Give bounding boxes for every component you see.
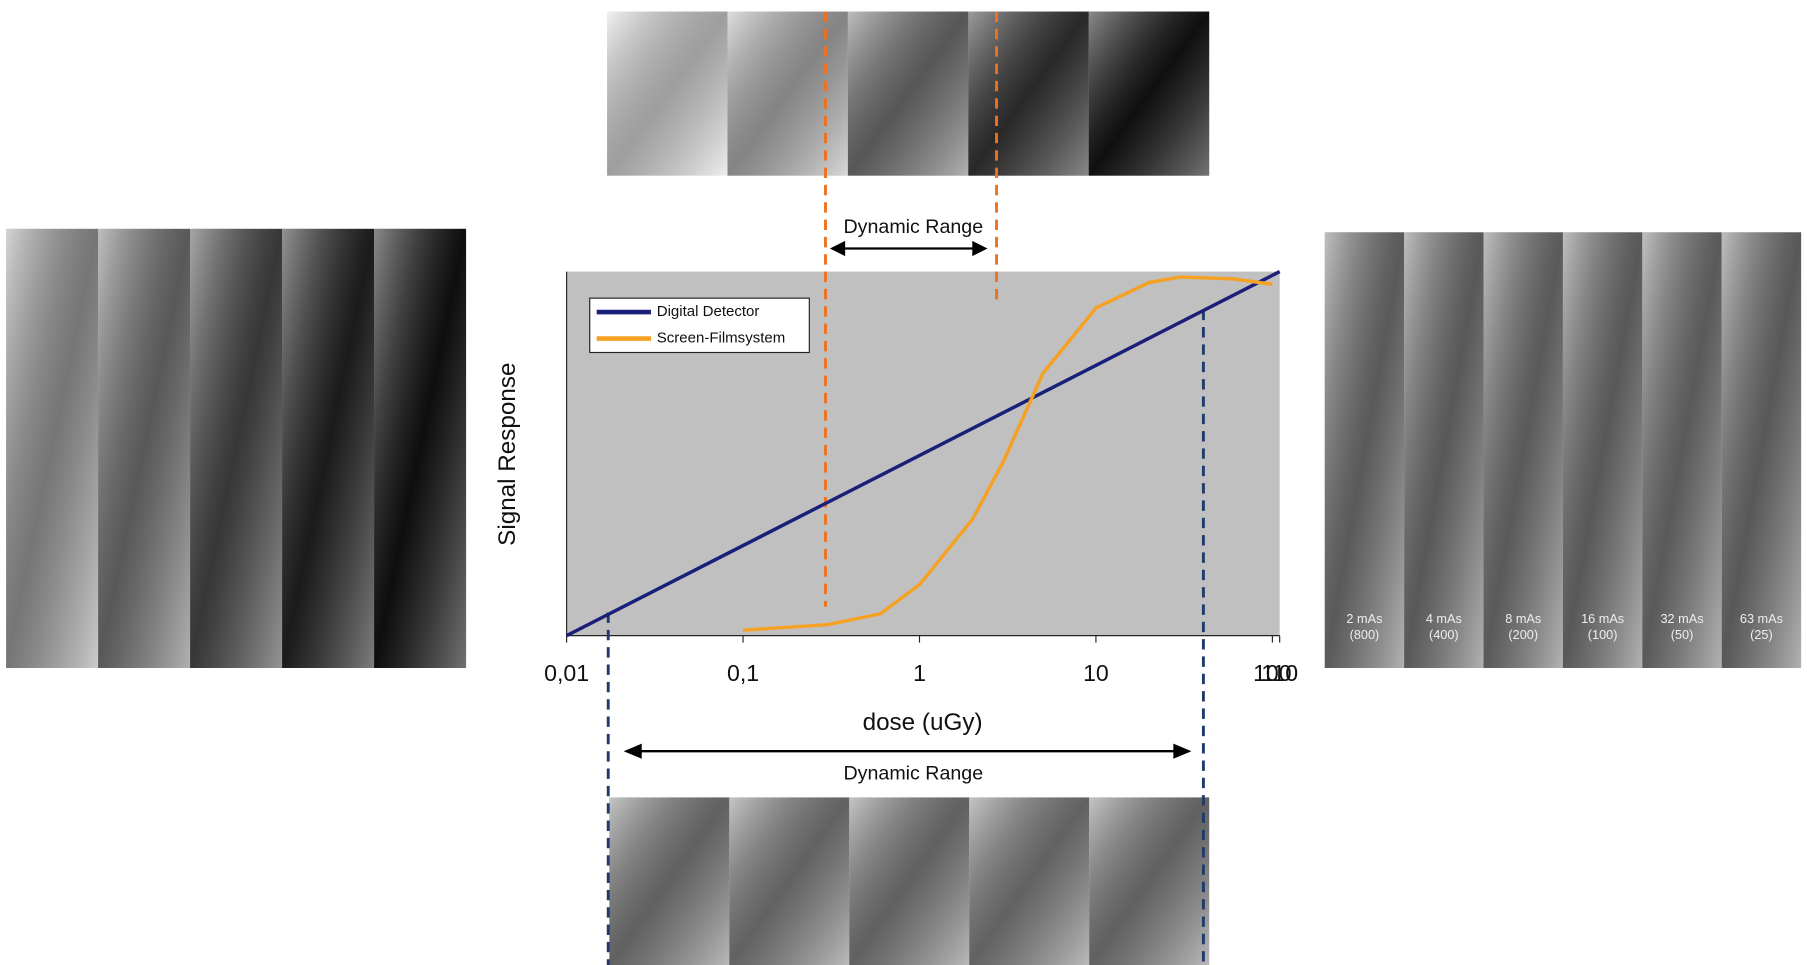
xray-texture (1089, 797, 1209, 965)
xray-texture (6, 229, 98, 668)
xray-texture (282, 229, 374, 668)
x-tick-label: 0,01 (544, 660, 589, 686)
page: 2 mAs(800) 4 mAs(400) 8 mAs(200) 16 mAs(100… (0, 0, 1807, 965)
xray-texture (1089, 12, 1209, 176)
xray-texture (1722, 232, 1801, 668)
xray-texture (849, 797, 969, 965)
exposure-label: 2 mAs (1346, 611, 1382, 626)
exposure-speed: (800) (1350, 627, 1380, 642)
xray-texture (98, 229, 190, 668)
xray-texture (968, 12, 1088, 176)
x-axis-label: dose (uGy) (863, 709, 983, 736)
xray-texture (1484, 232, 1563, 668)
x-tick-label: 10 (1083, 660, 1109, 686)
xray-texture (969, 797, 1089, 965)
xray-texture (727, 12, 847, 176)
legend: Digital Detector Screen-Filmsystem (590, 298, 810, 352)
xray-texture (190, 229, 282, 668)
exposure-speed: (25) (1750, 627, 1773, 642)
x-tick-label: 110 (1261, 660, 1298, 686)
exposure-speed: (100) (1588, 627, 1618, 642)
x-tick-label: 1 (913, 660, 926, 686)
x-tick-label: 0,1 (727, 660, 759, 686)
xray-texture (1642, 232, 1721, 668)
exposure-label: 8 mAs (1505, 611, 1541, 626)
exposure-speed: (400) (1429, 627, 1459, 642)
xray-texture (729, 797, 849, 965)
y-axis-label: Signal Response (494, 363, 521, 546)
legend-label: Digital Detector (657, 303, 760, 320)
xray-texture (1563, 232, 1642, 668)
xray-texture (609, 797, 729, 965)
xray-texture (374, 229, 466, 668)
exposure-speed: (200) (1508, 627, 1538, 642)
exposure-label: 4 mAs (1426, 611, 1462, 626)
xray-texture (607, 12, 727, 176)
xray-texture (1404, 232, 1483, 668)
xray-texture (1325, 232, 1404, 668)
exposure-label: 32 mAs (1660, 611, 1703, 626)
figure: 2 mAs(800) 4 mAs(400) 8 mAs(200) 16 mAs(100… (0, 0, 1807, 965)
exposure-label: 16 mAs (1581, 611, 1624, 626)
exposure-label: 63 mAs (1740, 611, 1783, 626)
exposure-speed: (50) (1671, 627, 1694, 642)
annotation: Dynamic Range (844, 216, 984, 238)
annotation: Dynamic Range (844, 762, 984, 784)
legend-label: Screen-Filmsystem (657, 330, 785, 347)
xray-texture (848, 12, 968, 176)
